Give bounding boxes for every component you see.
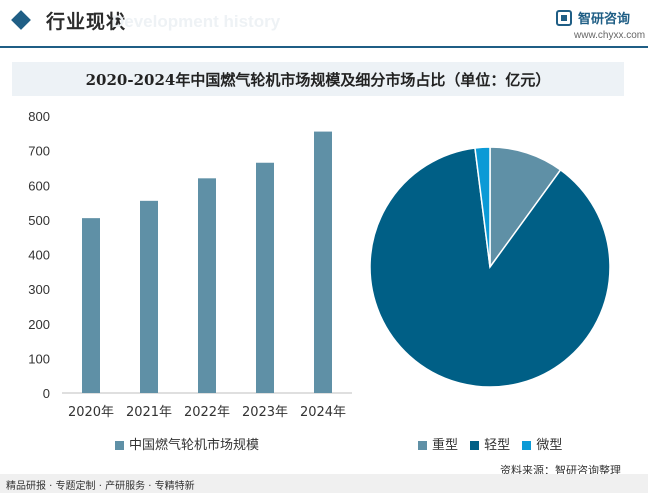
pie-slice	[474, 146, 491, 268]
y-tick-label: 800	[28, 109, 50, 124]
y-tick-label: 100	[28, 351, 50, 366]
pie-legend-swatch-heavy	[418, 441, 427, 450]
logo-text: 智研咨询	[578, 12, 631, 27]
y-tick-label: 400	[28, 248, 50, 263]
pie-slice	[489, 146, 562, 270]
y-tick-label: 200	[28, 317, 50, 332]
bar	[314, 131, 332, 394]
pie-legend-label-micro: 微型	[536, 438, 563, 453]
pie-legend-swatch-light	[470, 441, 480, 450]
pie-legend-label-heavy: 重型	[432, 438, 459, 453]
page-header: 行业现状 Development history 智研咨询 www.chyxx.…	[0, 0, 648, 50]
y-tick-label: 500	[28, 213, 50, 228]
bar	[82, 218, 100, 393]
logo-icon	[556, 10, 572, 26]
bar	[198, 178, 216, 393]
x-tick-label: 2024年	[300, 405, 346, 420]
footer-services: 精品研报 · 专题定制 · 产研服务 · 专精特新	[6, 481, 195, 492]
y-tick-label: 700	[28, 144, 50, 159]
chart-title: 2020-2024年中国燃气轮机市场规模及细分市场占比（单位：亿元）	[85, 71, 551, 89]
bar	[256, 162, 274, 393]
y-tick-label: 0	[43, 386, 50, 401]
y-tick-label: 300	[28, 282, 50, 297]
x-tick-label: 2020年	[68, 405, 114, 420]
logo-url: www.chyxx.com	[574, 30, 646, 41]
pie-legend-label-light: 轻型	[484, 438, 511, 453]
header-divider	[0, 46, 648, 48]
x-tick-label: 2022年	[184, 405, 230, 420]
header-watermark-text: Development history	[112, 12, 281, 31]
x-tick-label: 2021年	[126, 405, 172, 420]
bar-legend-label: 中国燃气轮机市场规模	[129, 438, 260, 453]
chart-title-band: 2020-2024年中国燃气轮机市场规模及细分市场占比（单位：亿元）	[12, 62, 624, 96]
y-tick-label: 600	[28, 178, 50, 193]
source-note: 资料来源：智研咨询整理	[500, 464, 621, 477]
footer-bar: 精品研报 · 专题定制 · 产研服务 · 专精特新	[0, 474, 648, 493]
bar-legend-swatch	[115, 441, 124, 450]
bar-legend: 中国燃气轮机市场规模	[115, 434, 259, 453]
x-tick-label: 2023年	[242, 405, 288, 420]
bar	[140, 200, 158, 393]
pie-legend-swatch-micro	[522, 441, 532, 450]
section-title: 行业现状	[46, 11, 127, 33]
pie-legend: 重型 轻型 微型	[418, 434, 562, 453]
pie-slice	[369, 147, 611, 388]
